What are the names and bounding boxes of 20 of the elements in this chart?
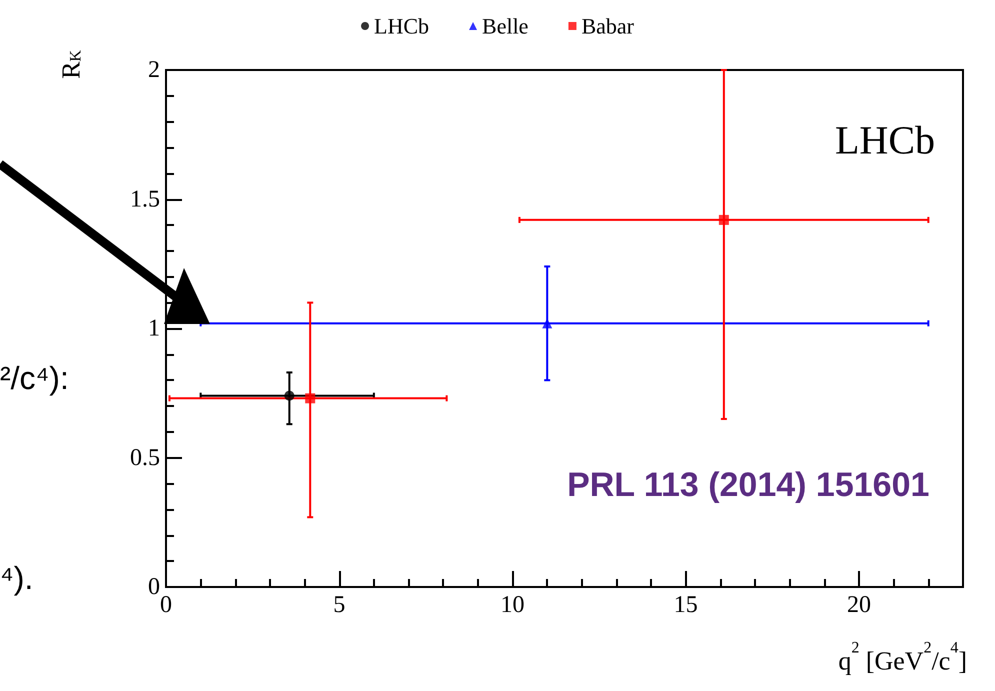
x-tick-label: 10 bbox=[500, 592, 525, 618]
legend-label: Belle bbox=[482, 14, 528, 38]
y-axis-title: RK bbox=[56, 50, 86, 79]
x-tick-label: 20 bbox=[847, 592, 872, 618]
x-tick-label: 15 bbox=[674, 592, 698, 618]
text: ⁴). bbox=[0, 560, 34, 596]
y-tick-label: 2 bbox=[148, 57, 160, 83]
annotation: PRL 113 (2014) 151601 bbox=[567, 466, 930, 504]
x-tick-label: 5 bbox=[333, 592, 346, 618]
y-tick-label: 1.5 bbox=[130, 186, 160, 212]
point bbox=[284, 390, 294, 401]
y-tick-label: 0.5 bbox=[130, 444, 160, 471]
y-tick-label: 1 bbox=[148, 316, 160, 342]
legend-label: LHCb bbox=[374, 14, 430, 38]
point bbox=[718, 214, 729, 225]
y-tick-label: 0 bbox=[148, 574, 160, 600]
text: ²/c⁴): bbox=[0, 360, 69, 396]
point bbox=[305, 393, 316, 404]
legend-label: Babar bbox=[581, 14, 635, 38]
annotation: LHCb bbox=[835, 118, 935, 162]
